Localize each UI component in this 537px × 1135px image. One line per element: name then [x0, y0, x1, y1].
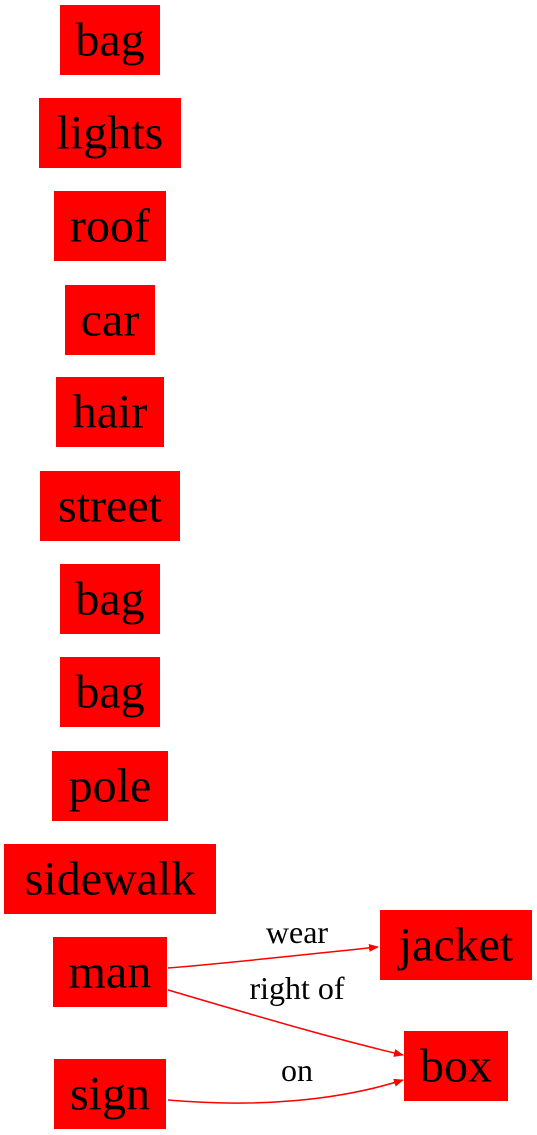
- node-sign: sign: [54, 1059, 166, 1129]
- edge-wear: wear: [167, 914, 379, 969]
- node-street: street: [40, 471, 180, 541]
- node-bag: bag: [60, 5, 160, 75]
- edge-label: on: [281, 1052, 313, 1088]
- node-box: [52, 751, 168, 821]
- node-label: lights: [57, 107, 164, 160]
- node-lights: lights: [39, 98, 181, 168]
- node-box: [54, 191, 166, 261]
- node-label: bag: [75, 14, 144, 67]
- edge-label: right of: [249, 970, 344, 1006]
- node-box: [4, 844, 216, 914]
- node-bag: bag: [60, 657, 160, 727]
- node-box: [60, 5, 160, 75]
- node-bag: bag: [60, 564, 160, 634]
- node-box: [40, 471, 180, 541]
- node-box: [380, 910, 532, 980]
- edge-arrow: [167, 943, 379, 969]
- node-box: [39, 98, 181, 168]
- node-label: sign: [70, 1068, 150, 1121]
- node-label: roof: [70, 200, 150, 253]
- node-label: jacket: [397, 919, 514, 972]
- node-box: [404, 1031, 508, 1101]
- edges-layer: wear right of on: [167, 914, 404, 1104]
- node-label: sidewalk: [25, 853, 196, 906]
- node-box: [53, 937, 167, 1007]
- node-label: car: [81, 294, 140, 347]
- node-box: [65, 285, 155, 355]
- edge-arrow: [167, 1078, 404, 1104]
- node-label: bag: [75, 573, 144, 626]
- node-car: car: [65, 285, 155, 355]
- node-sidewalk: sidewalk: [4, 844, 216, 914]
- nodes-layer: bag lights roof car hair street bag bag pole side…: [4, 5, 532, 1129]
- edge-right-of: right of: [167, 970, 404, 1057]
- node-pole: pole: [52, 751, 168, 821]
- node-label: street: [58, 480, 163, 533]
- node-box: [56, 377, 164, 447]
- node-hair: hair: [56, 377, 164, 447]
- node-label: box: [420, 1040, 492, 1093]
- node-box: [54, 1059, 166, 1129]
- node-box: [60, 564, 160, 634]
- node-box: box: [404, 1031, 508, 1101]
- node-roof: roof: [54, 191, 166, 261]
- node-jacket: jacket: [380, 910, 532, 980]
- edge-label: wear: [266, 914, 329, 950]
- node-label: man: [69, 946, 152, 999]
- node-box: [60, 657, 160, 727]
- node-man: man: [53, 937, 167, 1007]
- node-label: bag: [75, 666, 144, 719]
- node-label: hair: [73, 386, 148, 439]
- edge-arrow: [167, 989, 404, 1057]
- edge-on: on: [167, 1052, 404, 1104]
- node-label: pole: [69, 760, 152, 813]
